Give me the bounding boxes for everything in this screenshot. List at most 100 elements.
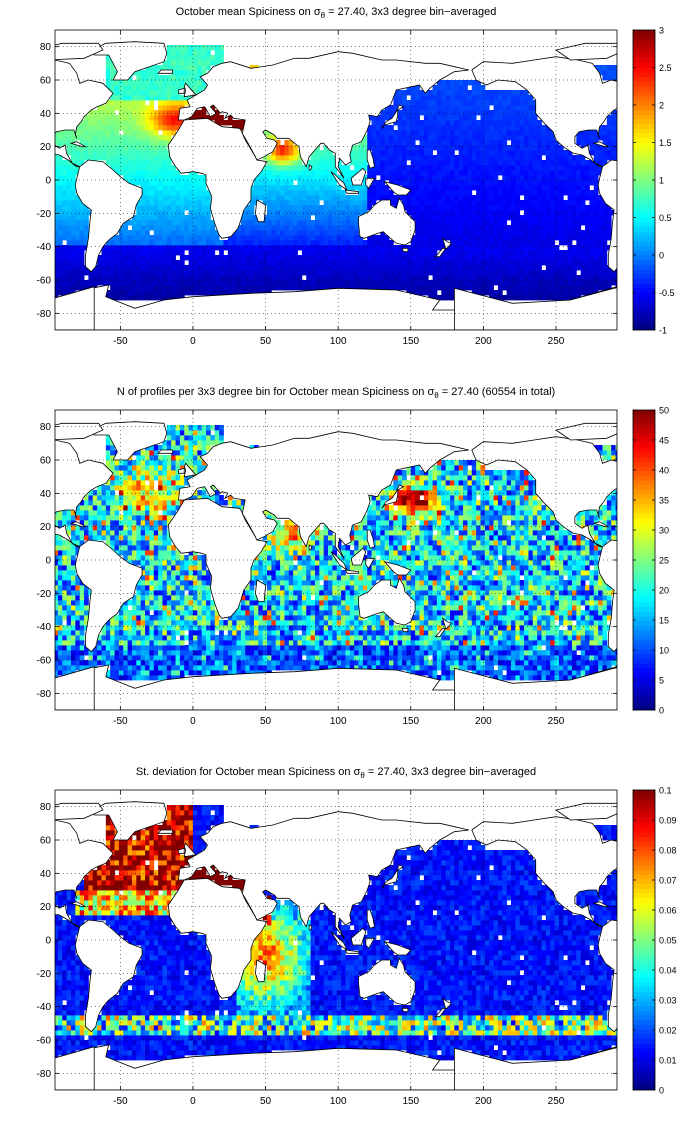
heatmap-cell — [323, 230, 329, 236]
heatmap-cell — [528, 235, 534, 241]
heatmap-cell — [301, 200, 307, 206]
heatmap-cell — [332, 155, 338, 161]
heatmap-cell — [445, 280, 451, 286]
heatmap-cell — [458, 90, 464, 96]
heatmap-cell — [532, 290, 538, 296]
heatmap-cell — [328, 155, 333, 161]
heatmap-cell — [389, 175, 394, 181]
heatmap-cell — [528, 660, 534, 666]
heatmap-cell — [262, 200, 268, 206]
heatmap-cell — [66, 180, 72, 186]
heatmap-cell — [336, 245, 342, 251]
heatmap-cell — [458, 265, 464, 271]
heatmap-cell — [201, 180, 207, 186]
heatmap-cell — [532, 125, 538, 131]
heatmap-cell — [589, 655, 595, 661]
heatmap-cell — [97, 270, 102, 276]
heatmap-cell — [497, 280, 503, 286]
heatmap-cell — [136, 170, 142, 176]
heatmap-cell — [545, 240, 551, 246]
heatmap-cell — [332, 235, 338, 241]
heatmap-cell — [497, 140, 503, 146]
heatmap-cell — [114, 655, 120, 661]
heatmap-cell — [297, 255, 303, 261]
heatmap-cell — [358, 205, 364, 211]
heatmap-cell — [493, 260, 499, 266]
heatmap-cell — [201, 215, 207, 221]
heatmap-cell — [336, 185, 342, 191]
heatmap-cell — [410, 650, 416, 656]
heatmap-cell — [389, 125, 394, 131]
heatmap-cell — [476, 120, 481, 126]
heatmap-cell — [345, 245, 351, 251]
heatmap-cell — [166, 225, 172, 231]
heatmap-cell — [179, 270, 185, 276]
heatmap-cell — [476, 175, 481, 181]
heatmap-cell — [489, 225, 494, 231]
heatmap-cell — [249, 220, 255, 226]
heatmap-cell — [149, 650, 155, 656]
heatmap-cell — [145, 125, 150, 131]
heatmap-cell — [271, 660, 277, 666]
heatmap-cell — [123, 170, 129, 176]
heatmap-cell — [262, 250, 268, 256]
heatmap-cell — [354, 210, 359, 216]
heatmap-cell — [301, 230, 307, 236]
heatmap-cell — [445, 290, 451, 296]
heatmap-cell — [397, 110, 403, 116]
heatmap-cell — [206, 45, 211, 51]
heatmap-cell — [558, 290, 564, 296]
heatmap-cell — [214, 660, 220, 666]
heatmap-cell — [306, 255, 311, 261]
heatmap-cell — [519, 180, 525, 186]
heatmap-cell — [227, 120, 233, 126]
heatmap-cell — [127, 110, 133, 116]
heatmap-cell — [149, 150, 155, 156]
heatmap-cell — [92, 130, 98, 136]
heatmap-cell — [489, 215, 494, 221]
heatmap-cell — [480, 170, 486, 176]
heatmap-cell — [454, 280, 460, 286]
heatmap-cell — [585, 270, 590, 276]
heatmap-cell — [179, 670, 185, 676]
heatmap-cell — [158, 90, 163, 96]
heatmap-cell — [598, 280, 603, 286]
heatmap-cell — [153, 240, 159, 246]
heatmap-cell — [354, 260, 359, 266]
heatmap-cell — [450, 670, 455, 676]
heatmap-cell — [380, 280, 386, 286]
heatmap-cell — [131, 220, 137, 226]
heatmap-cell — [118, 295, 124, 301]
heatmap-cell — [493, 105, 499, 111]
heatmap-cell — [145, 660, 150, 666]
heatmap-cell — [171, 75, 176, 81]
heatmap-cell — [118, 285, 124, 291]
heatmap-cell — [576, 235, 582, 241]
heatmap-cell — [293, 650, 298, 656]
heatmap-cell — [232, 280, 237, 286]
heatmap-cell — [197, 290, 203, 296]
heatmap-cell — [532, 135, 538, 141]
heatmap-cell — [145, 135, 150, 141]
heatmap-cell — [484, 225, 490, 231]
heatmap-cell — [489, 270, 494, 276]
heatmap-cell — [528, 250, 534, 256]
heatmap-cell — [419, 660, 425, 666]
heatmap-cell — [445, 670, 451, 676]
heatmap-cell — [445, 295, 451, 301]
heatmap-cell — [423, 240, 429, 246]
heatmap-cell — [127, 95, 133, 101]
heatmap-cell — [367, 250, 372, 256]
colorbar-swatch — [633, 48, 655, 54]
heatmap-cell — [84, 235, 89, 241]
heatmap-cell — [558, 260, 564, 266]
heatmap-cell — [506, 675, 512, 681]
heatmap-cell — [275, 270, 281, 276]
heatmap-cell — [497, 670, 503, 676]
heatmap-cell — [127, 220, 133, 226]
heatmap-cell — [206, 285, 211, 291]
heatmap-cell — [554, 145, 560, 151]
heatmap-cell — [502, 165, 508, 171]
heatmap-cell — [332, 180, 338, 186]
heatmap-cell — [175, 45, 181, 51]
